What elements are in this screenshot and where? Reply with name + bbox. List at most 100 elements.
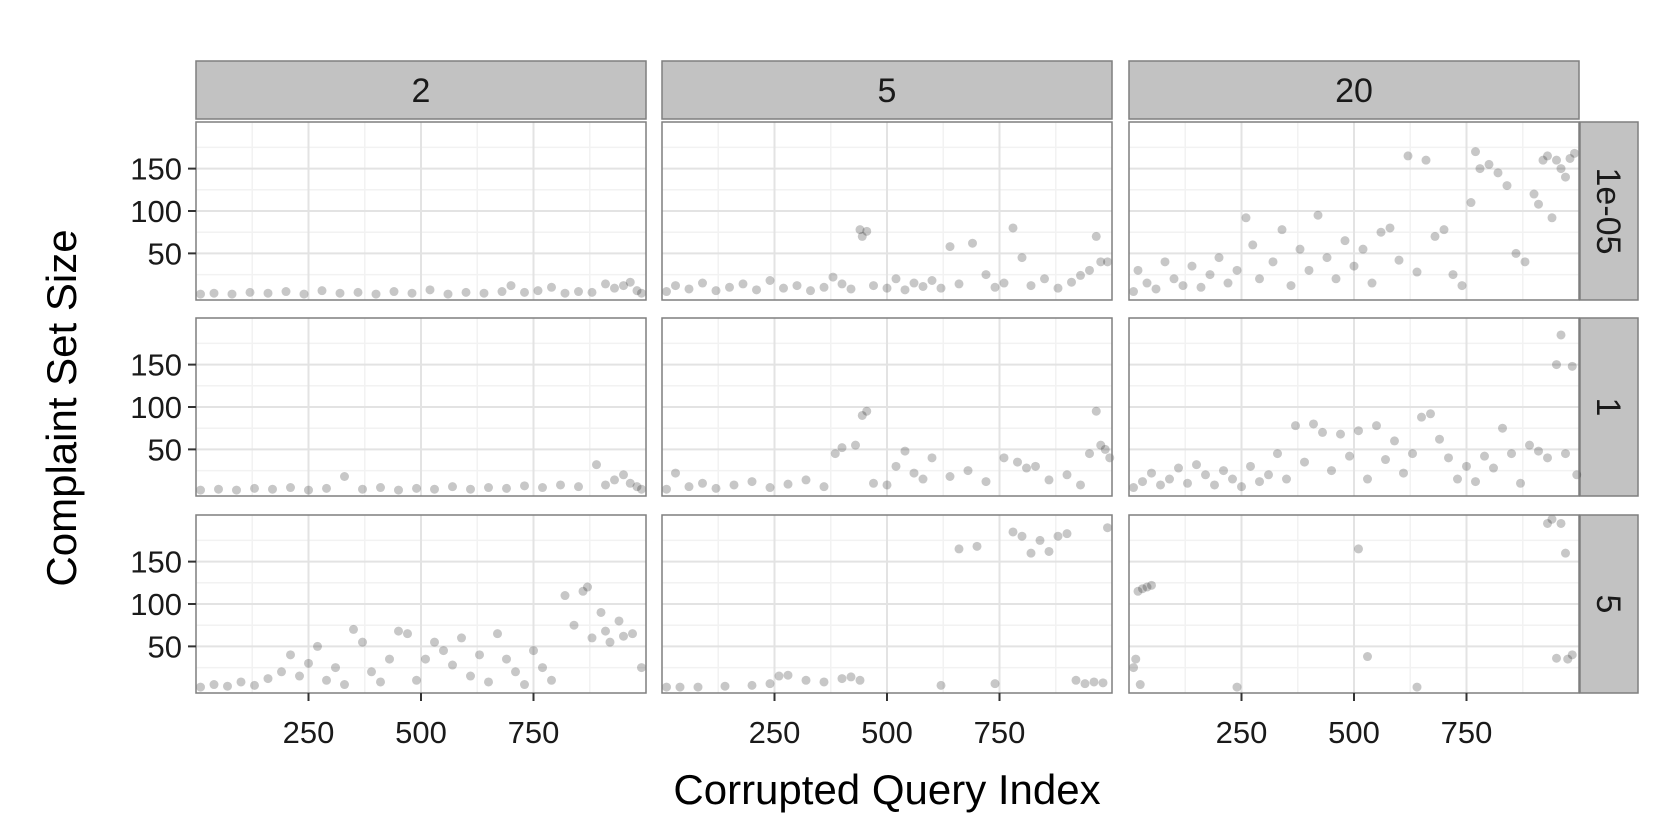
data-point bbox=[340, 680, 349, 690]
data-point bbox=[1552, 653, 1561, 663]
data-point bbox=[461, 287, 471, 297]
data-point bbox=[511, 667, 520, 677]
data-point bbox=[954, 279, 964, 289]
data-point bbox=[1322, 253, 1332, 263]
data-point bbox=[1358, 244, 1368, 254]
data-point bbox=[792, 281, 802, 291]
data-point bbox=[990, 679, 1000, 689]
data-point bbox=[1131, 654, 1141, 664]
row-strip-label: 1e-05 bbox=[1589, 168, 1627, 255]
data-point bbox=[538, 483, 547, 493]
data-point bbox=[857, 231, 867, 241]
data-point bbox=[1390, 436, 1399, 446]
y-tick-label: 150 bbox=[130, 545, 182, 580]
data-point bbox=[774, 671, 784, 681]
data-point bbox=[1241, 213, 1251, 223]
data-point bbox=[909, 278, 919, 288]
data-point bbox=[574, 482, 583, 492]
data-point bbox=[968, 238, 977, 248]
panel-border bbox=[661, 121, 1113, 301]
data-point bbox=[830, 449, 840, 459]
data-point bbox=[367, 667, 376, 677]
panel-1e-05-5 bbox=[661, 121, 1113, 301]
panel-1-5 bbox=[661, 317, 1115, 497]
y-axis-title: Complaint Set Size bbox=[38, 229, 85, 586]
data-point bbox=[855, 675, 865, 685]
row-strip-label: 5 bbox=[1589, 595, 1627, 614]
data-point bbox=[837, 279, 847, 289]
data-point bbox=[1363, 474, 1372, 484]
data-point bbox=[1214, 253, 1224, 263]
data-point bbox=[587, 633, 597, 643]
data-point bbox=[466, 484, 475, 494]
data-point bbox=[1205, 270, 1215, 280]
data-point bbox=[891, 274, 901, 284]
data-point bbox=[1232, 265, 1242, 275]
data-point bbox=[891, 461, 901, 471]
data-point bbox=[196, 289, 205, 299]
panel-5-20 bbox=[1128, 514, 1580, 694]
y-axis-labels: 50 100 150 50 100 150 50 100 150 bbox=[130, 152, 196, 664]
row-strip-5 bbox=[1579, 514, 1639, 694]
data-point bbox=[353, 287, 363, 297]
data-point bbox=[1345, 451, 1354, 461]
data-point bbox=[1313, 210, 1323, 220]
data-point bbox=[1031, 461, 1040, 471]
data-point bbox=[1105, 453, 1115, 463]
data-point bbox=[765, 276, 775, 286]
data-point bbox=[981, 477, 991, 487]
data-point bbox=[1255, 477, 1264, 487]
data-point bbox=[1291, 421, 1300, 431]
data-point bbox=[610, 475, 619, 485]
data-point bbox=[1013, 457, 1022, 467]
data-point bbox=[497, 287, 507, 297]
row-facet-strips: 1e-05 1 5 bbox=[1579, 121, 1639, 694]
data-point bbox=[263, 674, 273, 684]
data-point bbox=[1570, 148, 1579, 158]
data-point bbox=[1556, 518, 1566, 528]
data-point bbox=[457, 633, 466, 643]
data-point bbox=[448, 660, 457, 670]
data-point bbox=[556, 480, 565, 490]
data-point bbox=[1165, 474, 1174, 484]
data-point bbox=[335, 288, 345, 298]
data-point bbox=[1381, 455, 1390, 465]
data-point bbox=[862, 406, 872, 416]
data-point bbox=[1183, 478, 1192, 488]
data-point bbox=[1408, 449, 1417, 459]
column-facet-strips: 2 5 20 bbox=[195, 60, 1580, 120]
data-point bbox=[801, 675, 811, 685]
data-point bbox=[560, 288, 570, 298]
data-point bbox=[1187, 261, 1197, 271]
data-point bbox=[1543, 151, 1552, 161]
data-point bbox=[927, 453, 937, 463]
data-point bbox=[587, 287, 597, 297]
data-point bbox=[999, 453, 1009, 463]
data-point bbox=[394, 485, 403, 495]
data-point bbox=[1142, 278, 1152, 288]
data-point bbox=[448, 482, 457, 492]
data-point bbox=[819, 282, 829, 292]
data-point bbox=[578, 586, 588, 596]
data-point bbox=[475, 650, 484, 660]
data-point bbox=[828, 272, 838, 282]
data-point bbox=[268, 484, 277, 494]
data-point bbox=[632, 286, 642, 296]
data-point bbox=[1133, 586, 1143, 596]
data-point bbox=[945, 472, 955, 482]
data-point bbox=[1129, 287, 1138, 297]
data-point bbox=[1103, 523, 1112, 533]
data-point bbox=[1192, 460, 1201, 470]
data-point bbox=[277, 667, 286, 677]
data-point bbox=[1228, 474, 1237, 484]
data-point bbox=[1466, 198, 1476, 208]
y-tick-label: 150 bbox=[130, 152, 182, 187]
data-point bbox=[1354, 544, 1363, 554]
data-point bbox=[299, 289, 309, 299]
data-point bbox=[1498, 423, 1507, 433]
data-point bbox=[1174, 463, 1183, 473]
data-point bbox=[403, 629, 412, 639]
data-point bbox=[547, 675, 556, 685]
data-point bbox=[1457, 281, 1467, 291]
